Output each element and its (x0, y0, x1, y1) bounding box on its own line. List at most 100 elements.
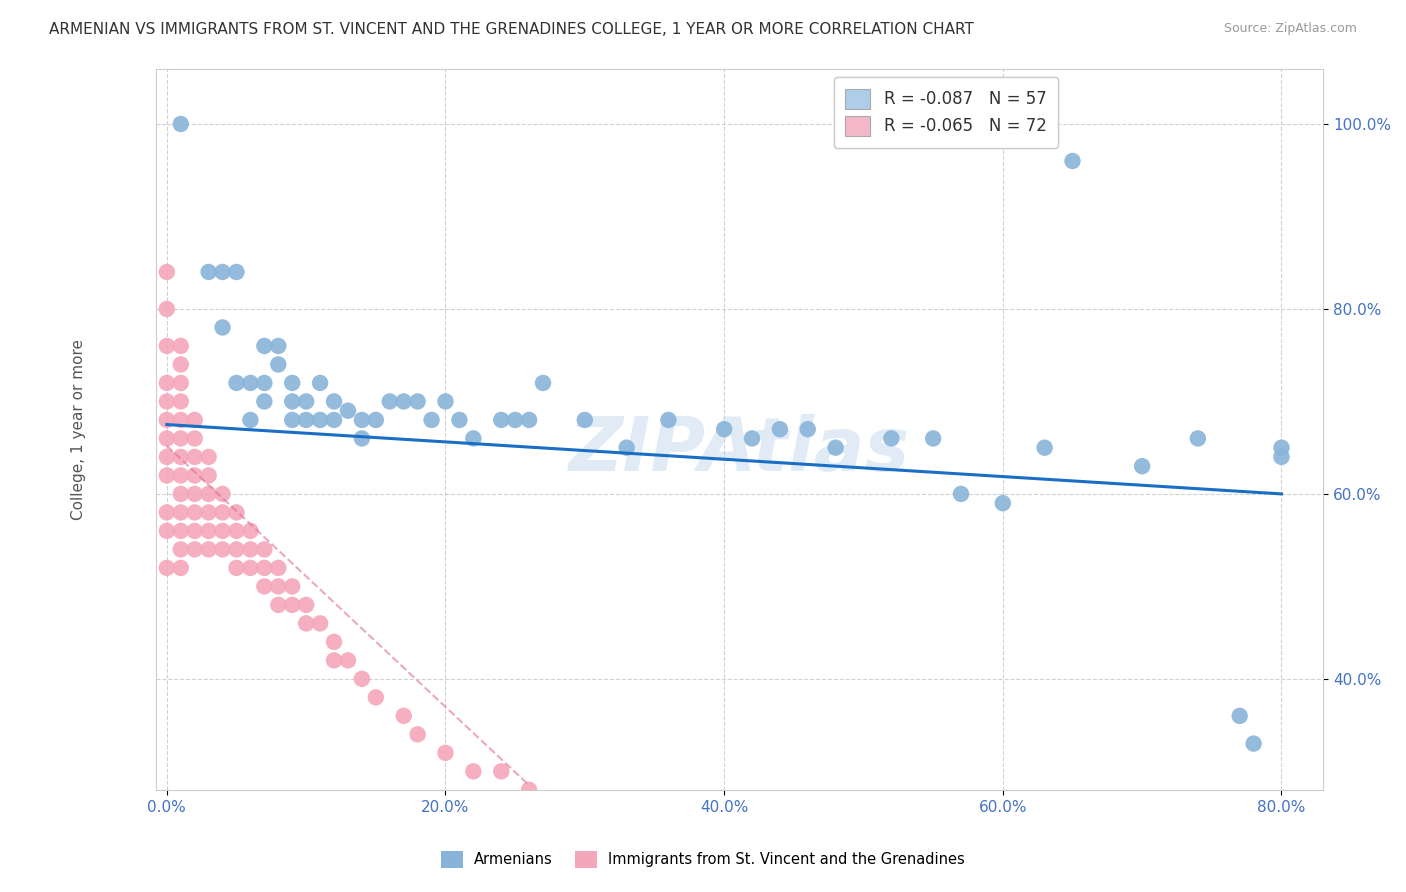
Point (922, 432, 945, 446)
Point (253, 394, 276, 409)
Point (267, 579, 290, 593)
Point (156, 450, 179, 464)
Point (156, 524, 179, 538)
Point (463, 764, 485, 779)
Point (170, 394, 193, 409)
Point (295, 616, 318, 631)
Point (309, 616, 332, 631)
Point (281, 413, 304, 427)
Point (574, 413, 596, 427)
Point (170, 339, 193, 353)
Point (1270, 441, 1292, 455)
Point (880, 432, 903, 446)
Point (183, 468, 205, 483)
Point (267, 339, 290, 353)
Point (378, 394, 401, 409)
Point (517, 413, 540, 427)
Point (197, 450, 219, 464)
Point (336, 403, 359, 417)
Point (253, 542, 276, 557)
Point (420, 413, 443, 427)
Point (295, 598, 318, 612)
Point (170, 413, 193, 427)
Point (197, 542, 219, 557)
Point (392, 709, 415, 723)
Text: Source: ZipAtlas.com: Source: ZipAtlas.com (1223, 22, 1357, 36)
Point (323, 413, 346, 427)
Point (991, 496, 1014, 510)
Point (197, 524, 219, 538)
Point (170, 542, 193, 557)
Point (1062, 153, 1084, 168)
Text: ARMENIAN VS IMMIGRANTS FROM ST. VINCENT AND THE GRENADINES COLLEGE, 1 YEAR OR MO: ARMENIAN VS IMMIGRANTS FROM ST. VINCENT … (49, 22, 974, 37)
Point (1270, 450, 1292, 464)
Point (517, 782, 540, 797)
Legend: Armenians, Immigrants from St. Vincent and the Grenadines: Armenians, Immigrants from St. Vincent a… (433, 844, 973, 876)
Point (1033, 441, 1056, 455)
Point (183, 450, 205, 464)
Point (170, 524, 193, 538)
Point (281, 598, 304, 612)
Point (616, 441, 638, 455)
Point (156, 394, 179, 409)
Point (170, 561, 193, 575)
Text: ZIPAtlas: ZIPAtlas (569, 414, 910, 487)
Point (824, 441, 846, 455)
Point (1229, 709, 1251, 723)
Point (463, 432, 485, 446)
Point (211, 542, 233, 557)
Point (225, 542, 247, 557)
Point (364, 413, 387, 427)
Point (183, 505, 205, 519)
Point (1130, 459, 1153, 474)
Point (253, 561, 276, 575)
Point (183, 542, 205, 557)
Point (156, 339, 179, 353)
Point (211, 487, 233, 501)
Point (156, 376, 179, 390)
Point (323, 394, 346, 409)
Point (281, 376, 304, 390)
Point (489, 413, 512, 427)
Point (170, 450, 193, 464)
Point (211, 320, 233, 334)
Point (253, 339, 276, 353)
Point (281, 579, 304, 593)
Point (211, 524, 233, 538)
Point (156, 505, 179, 519)
Point (197, 265, 219, 279)
Point (434, 394, 457, 409)
Point (183, 524, 205, 538)
Point (267, 598, 290, 612)
Point (183, 432, 205, 446)
Point (406, 727, 429, 741)
Point (211, 265, 233, 279)
Point (657, 413, 679, 427)
Point (531, 376, 554, 390)
Point (239, 524, 262, 538)
Point (170, 505, 193, 519)
Y-axis label: College, 1 year or more: College, 1 year or more (72, 339, 86, 520)
Point (156, 468, 179, 483)
Point (225, 265, 247, 279)
Point (156, 265, 179, 279)
Point (295, 413, 318, 427)
Point (267, 561, 290, 575)
Point (406, 394, 429, 409)
Point (1243, 737, 1265, 751)
Point (225, 524, 247, 538)
Point (239, 413, 262, 427)
Point (170, 432, 193, 446)
Point (267, 358, 290, 372)
Point (170, 468, 193, 483)
Point (225, 376, 247, 390)
Point (170, 376, 193, 390)
Point (156, 413, 179, 427)
Point (489, 764, 512, 779)
Point (741, 432, 763, 446)
Point (156, 432, 179, 446)
Point (364, 690, 387, 705)
Point (211, 505, 233, 519)
Point (449, 413, 471, 427)
Point (769, 422, 792, 436)
